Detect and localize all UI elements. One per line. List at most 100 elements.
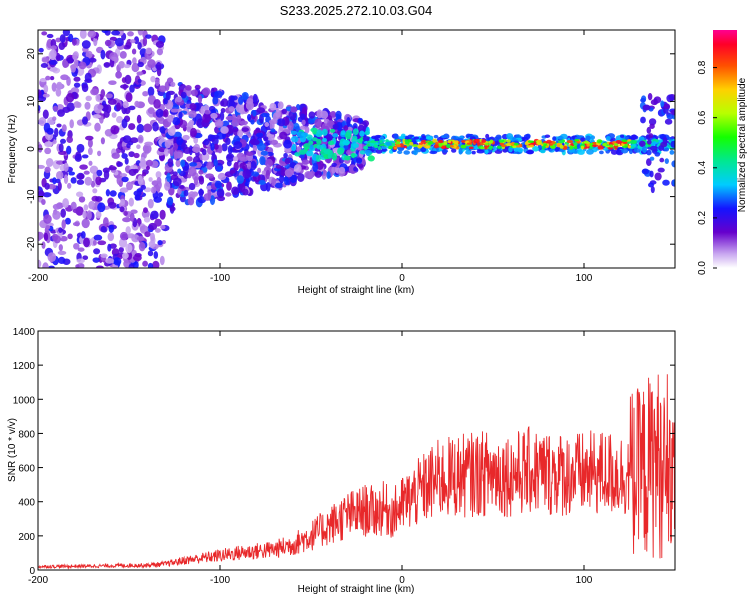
spectrogram-cell [428, 140, 434, 145]
spectrogram-cell [605, 136, 611, 141]
spectrogram-cell [256, 107, 266, 114]
spectrogram-cell [647, 93, 653, 101]
spectrogram-cell [664, 158, 669, 164]
spectrogram-cell [155, 171, 162, 179]
spectrogram-cell [569, 145, 574, 150]
spectrogram-cell [654, 172, 662, 181]
spectrogram-cell [409, 141, 414, 146]
spectrogram-cell [43, 84, 49, 94]
spectrogram-cell [55, 52, 61, 62]
spectrogram-cell [148, 240, 156, 249]
spectrogram-cell [657, 167, 665, 173]
spectrogram-cell [111, 56, 118, 62]
spectrogram-cell [44, 141, 53, 148]
spectrogram-cell [344, 131, 352, 140]
spectrogram-cell [573, 138, 580, 142]
spectrogram-cell [621, 139, 628, 142]
x-tick-label: 0 [399, 575, 405, 586]
spectrogram-cell [129, 84, 135, 93]
spectrogram-cell [55, 88, 62, 97]
spectrogram-cell [586, 148, 594, 155]
spectrogram-cell [631, 134, 637, 140]
spectrogram-cell [225, 137, 231, 146]
spectrogram-cell [312, 162, 319, 173]
x-tick-label: -100 [210, 273, 230, 284]
spectrogram-cell [388, 145, 393, 150]
spectrogram-cell [154, 78, 160, 87]
spectrogram-cell [352, 143, 359, 149]
spectrogram-cell [58, 227, 63, 233]
spectrogram-cell [167, 114, 174, 123]
spectrogram-cell [641, 168, 650, 175]
spectrogram-cell [87, 138, 93, 148]
spectrogram-cell [164, 81, 170, 92]
spectrogram-cell [337, 147, 345, 155]
spectrogram-cell [88, 57, 97, 63]
spectrogram-cell [169, 206, 176, 212]
spectrogram-cell [393, 133, 399, 139]
spectrogram-cell [173, 150, 178, 161]
spectrogram-cell [648, 133, 654, 139]
spectrogram-cell [203, 104, 210, 111]
spectrogram-cell [315, 129, 323, 138]
spectrogram-cell [76, 179, 85, 185]
spectrogram-cell [81, 83, 89, 93]
spectrogram-cell [55, 37, 62, 43]
spectrogram-cell [131, 62, 140, 73]
spectrogram-cell [123, 210, 128, 216]
spectrogram-cell [363, 145, 369, 150]
spectrogram-cell [124, 157, 129, 165]
spectrogram-cell [332, 133, 338, 138]
spectrogram-cell [252, 139, 260, 145]
spectrogram-cell [424, 145, 431, 149]
spectrogram-cell [497, 136, 502, 140]
spectrogram-cell [137, 134, 144, 144]
spectrogram-cell [116, 115, 123, 124]
spectrogram-cell [46, 33, 54, 39]
spectrogram-cell [316, 138, 322, 145]
spectrogram-cell [70, 177, 77, 184]
spectrogram-cell [84, 101, 91, 110]
spectrogram-cell [671, 160, 675, 168]
spectrogram-cell [186, 156, 193, 162]
spectrogram-cell [468, 146, 474, 150]
spectrogram-cell [163, 148, 169, 157]
spectrogram-cell [93, 36, 98, 47]
spectrogram-cell [70, 64, 77, 73]
spectrogram-cell [484, 145, 488, 150]
spectrogram-cell [72, 52, 78, 61]
spectrogram-cell [119, 231, 128, 241]
spectrogram-cell [137, 175, 144, 186]
spectrogram-cell [157, 239, 163, 246]
spectrogram-cell [275, 108, 281, 118]
spectrogram-cell [58, 244, 63, 252]
spectrogram-cell [125, 226, 131, 235]
spectrogram-cell [331, 166, 336, 174]
spectrogram-cell [230, 95, 238, 101]
spectrogram-cell [136, 123, 145, 133]
spectrogram-cell [68, 171, 76, 176]
spectrogram-cell [48, 66, 58, 72]
spectrogram-cell [331, 162, 337, 167]
spectrogram-cell [485, 133, 490, 139]
spectrogram-cell [81, 154, 89, 159]
spectrogram-cell [95, 176, 102, 186]
spectrogram-cell [320, 110, 329, 119]
spectrogram-cell [283, 152, 288, 159]
spectrogram-cell [275, 164, 282, 169]
spectrogram-cell [45, 158, 54, 167]
spectrogram-cell [129, 39, 136, 44]
spectrogram-cell [77, 247, 85, 252]
spectrogram-cell [116, 161, 123, 167]
spectrogram-cell [610, 149, 618, 155]
spectrogram-cell [119, 206, 125, 213]
spectrogram-cell [480, 146, 486, 150]
spectrogram-cell [352, 128, 359, 136]
spectrogram-cell [458, 148, 463, 155]
spectrogram-cell [92, 188, 98, 194]
spectrogram-cell [226, 99, 236, 109]
spectrogram-cell [259, 156, 266, 166]
spectrogram-cell [277, 101, 284, 110]
spectrogram-cell [143, 123, 153, 133]
spectrogram-cell [81, 40, 91, 49]
